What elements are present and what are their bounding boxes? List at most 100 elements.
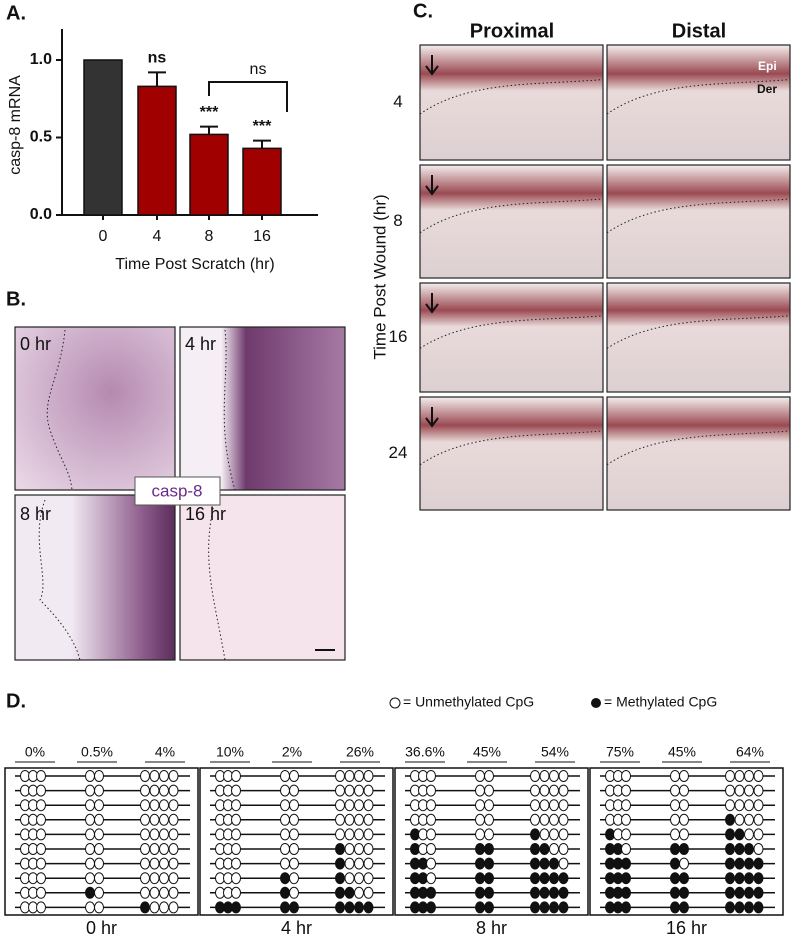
cpg-site xyxy=(280,886,290,899)
cpg-site xyxy=(149,784,160,797)
cpg-site xyxy=(670,886,680,899)
cpg-site xyxy=(140,843,150,855)
cpg-site xyxy=(159,784,169,797)
cpg-site xyxy=(140,828,150,841)
column-header: Proximal xyxy=(470,20,554,42)
cpg-site xyxy=(140,857,150,870)
cpg-site xyxy=(725,901,735,914)
cpg-site xyxy=(335,799,345,812)
cpg-site xyxy=(753,813,764,826)
cpg-site xyxy=(558,813,569,826)
cpg-site xyxy=(539,901,550,914)
cpg-site xyxy=(344,843,355,855)
cpg-site xyxy=(149,770,160,782)
cpg-site xyxy=(149,828,160,841)
cpg-site xyxy=(484,886,494,899)
cpg-site xyxy=(530,901,540,914)
cpg-site xyxy=(679,813,689,826)
micrograph xyxy=(419,164,604,279)
cpg-site xyxy=(344,828,355,841)
group-label: 4 hr xyxy=(281,918,312,938)
cpg-site xyxy=(231,813,241,826)
cpg-site xyxy=(354,770,364,782)
cpg-site xyxy=(670,857,680,870)
cpg-site xyxy=(363,813,374,826)
cpg-site xyxy=(335,770,345,782)
layer-boundary xyxy=(419,198,604,234)
wound-edge xyxy=(223,329,236,491)
percent-label: 36.6% xyxy=(405,744,445,760)
cpg-site xyxy=(36,784,46,797)
cpg-site xyxy=(670,813,680,826)
bar xyxy=(189,133,229,216)
cpg-site xyxy=(159,872,169,885)
cpg-site xyxy=(354,886,364,899)
cpg-site xyxy=(280,901,290,914)
cpg-site xyxy=(744,784,754,797)
cpg-site xyxy=(85,784,95,797)
wound-edge xyxy=(38,499,81,661)
cpg-site xyxy=(159,901,169,914)
cpg-site xyxy=(363,770,374,782)
cpg-site xyxy=(344,813,355,826)
cpg-site xyxy=(734,901,745,914)
cpg-site xyxy=(168,886,179,899)
cpg-site xyxy=(36,770,46,782)
cpg-site xyxy=(335,813,345,826)
cpg-site xyxy=(734,843,745,855)
cpg-site xyxy=(670,784,680,797)
cpg-site xyxy=(85,828,95,841)
cpg-site xyxy=(744,770,754,782)
cpg-site xyxy=(530,784,540,797)
micrograph xyxy=(606,44,791,161)
cpg-site xyxy=(168,843,179,855)
cpg-site xyxy=(344,799,355,812)
cpg-site xyxy=(744,828,754,841)
cpg-site xyxy=(159,770,169,782)
cpg-site xyxy=(289,843,299,855)
cpg-site xyxy=(426,813,436,826)
cpg-site xyxy=(670,843,680,855)
panel-label: A. xyxy=(6,2,26,24)
cpg-site xyxy=(753,828,764,841)
cpg-site xyxy=(335,872,345,885)
cpg-site xyxy=(530,857,540,870)
image-label: 16 hr xyxy=(185,504,226,524)
cpg-site xyxy=(159,799,169,812)
cpg-site xyxy=(159,813,169,826)
cpg-site xyxy=(231,770,241,782)
cpg-site xyxy=(168,799,179,812)
y-tick-label: 1.0 xyxy=(30,51,52,68)
cpg-site xyxy=(289,857,299,870)
percent-label: 26% xyxy=(346,744,374,760)
cpg-site xyxy=(539,828,550,841)
percent-label: 2% xyxy=(282,744,302,760)
cpg-site xyxy=(36,813,46,826)
panel-label: B. xyxy=(6,288,26,310)
cpg-site xyxy=(475,813,485,826)
y-axis-label: casp-8 mRNA xyxy=(7,75,24,175)
cpg-site xyxy=(475,857,485,870)
cpg-site xyxy=(725,843,735,855)
cpg-site xyxy=(725,784,735,797)
wound-edge xyxy=(208,499,226,661)
micrograph xyxy=(606,396,791,511)
cpg-site xyxy=(753,901,764,914)
cpg-site xyxy=(85,770,95,782)
percent-label: 54% xyxy=(541,744,569,760)
cpg-site xyxy=(363,886,374,899)
cpg-site xyxy=(168,901,179,914)
cpg-site xyxy=(168,813,179,826)
cpg-site xyxy=(753,784,764,797)
bar xyxy=(137,85,177,216)
significance: ns xyxy=(148,50,167,67)
stain-label: casp-8 xyxy=(151,481,202,500)
cpg-site xyxy=(539,857,550,870)
cpg-site xyxy=(734,799,745,812)
percent-label: 0% xyxy=(25,744,45,760)
cpg-site xyxy=(744,857,754,870)
cpg-site xyxy=(549,901,559,914)
cpg-site xyxy=(149,886,160,899)
legend-text: = Methylated CpG xyxy=(604,694,717,710)
cpg-site xyxy=(36,857,46,870)
